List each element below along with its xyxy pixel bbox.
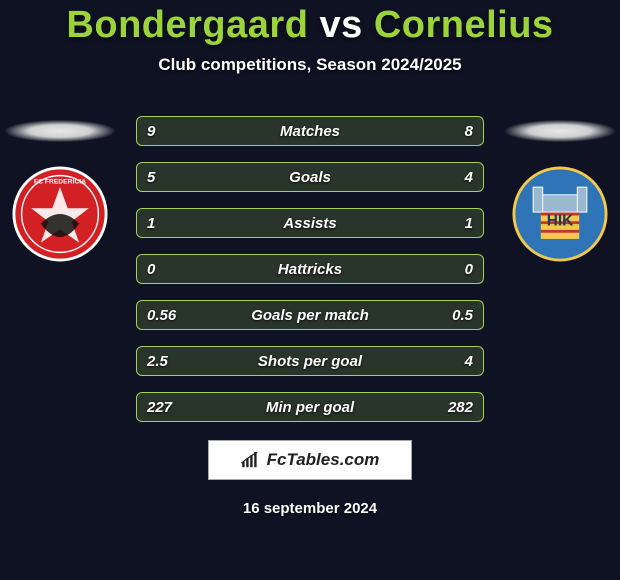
- stat-row: 98Matches: [136, 116, 484, 146]
- fc-fredericia-crest-icon: FC FREDERICIA: [12, 166, 108, 262]
- stat-row: 54Goals: [136, 162, 484, 192]
- stat-row: 2.54Shots per goal: [136, 346, 484, 376]
- stat-label: Hattricks: [137, 255, 483, 283]
- stat-label: Min per goal: [137, 393, 483, 421]
- stat-label: Matches: [137, 117, 483, 145]
- svg-text:FC FREDERICIA: FC FREDERICIA: [34, 178, 86, 185]
- stat-label: Assists: [137, 209, 483, 237]
- subtitle: Club competitions, Season 2024/2025: [0, 55, 620, 75]
- stat-row: 0.560.5Goals per match: [136, 300, 484, 330]
- stat-row: 227282Min per goal: [136, 392, 484, 422]
- hobro-ik-crest-icon: HIK: [512, 166, 608, 262]
- page-title: Bondergaard vs Cornelius: [0, 0, 620, 47]
- right-club-column: HIK: [500, 108, 620, 262]
- left-club-column: FC FREDERICIA: [0, 108, 120, 262]
- stats-area: FC FREDERICIA HIK 98Matche: [0, 108, 620, 438]
- svg-text:HIK: HIK: [547, 213, 573, 230]
- left-player-silhouette: [5, 120, 115, 142]
- player1-name: Bondergaard: [66, 4, 308, 46]
- stat-label: Goals per match: [137, 301, 483, 329]
- left-club-badge: FC FREDERICIA: [12, 166, 108, 262]
- stat-label: Goals: [137, 163, 483, 191]
- date-label: 16 september 2024: [0, 500, 620, 517]
- fctables-label: FcTables.com: [267, 450, 380, 470]
- vs-separator: vs: [319, 4, 362, 46]
- stat-label: Shots per goal: [137, 347, 483, 375]
- player2-name: Cornelius: [374, 4, 554, 46]
- stat-bars: 98Matches 54Goals 11Assists 00Hattricks 0.56…: [136, 116, 484, 438]
- fctables-watermark: FcTables.com: [208, 440, 412, 480]
- comparison-card: Bondergaard vs Cornelius Club competitio…: [0, 0, 620, 580]
- stat-row: 11Assists: [136, 208, 484, 238]
- right-club-badge: HIK: [512, 166, 608, 262]
- right-player-silhouette: [505, 120, 615, 142]
- bar-chart-icon: [241, 452, 261, 468]
- stat-row: 00Hattricks: [136, 254, 484, 284]
